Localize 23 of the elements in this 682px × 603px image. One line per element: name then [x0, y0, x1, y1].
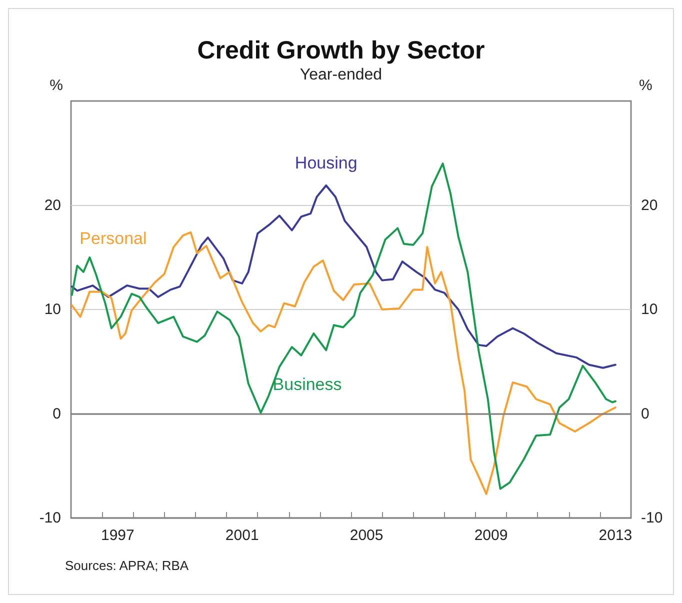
- chart-subtitle: Year-ended: [300, 66, 382, 84]
- y2-axis-title: %: [639, 77, 652, 94]
- series-label: Personal: [80, 228, 147, 248]
- x-tick-label: 2009: [474, 527, 508, 544]
- y2-tick-label: 20: [641, 196, 658, 214]
- y-tick-label: -10: [39, 510, 61, 526]
- x-tick-label: 1997: [100, 527, 134, 544]
- line-series: [70, 184, 616, 369]
- y-tick-label: 20: [44, 196, 61, 214]
- y-tick-label: 10: [44, 301, 61, 318]
- y2-tick-label: 0: [641, 405, 650, 422]
- line-series: [70, 231, 616, 496]
- x-tick-label: 2005: [350, 527, 384, 544]
- x-tick-label: 2001: [225, 527, 259, 544]
- x-tick-label: 2013: [598, 527, 632, 544]
- series-label: Housing: [294, 153, 358, 172]
- y-axis-title: %: [50, 77, 63, 94]
- series-label: Business: [272, 375, 342, 394]
- y2-tick-label: -10: [641, 510, 663, 526]
- source-note: Sources: APRA; RBA: [65, 558, 189, 573]
- chart-title: Credit Growth by Sector: [197, 36, 486, 64]
- y-tick-label: 0: [52, 405, 61, 422]
- y2-tick-label: 10: [641, 301, 658, 318]
